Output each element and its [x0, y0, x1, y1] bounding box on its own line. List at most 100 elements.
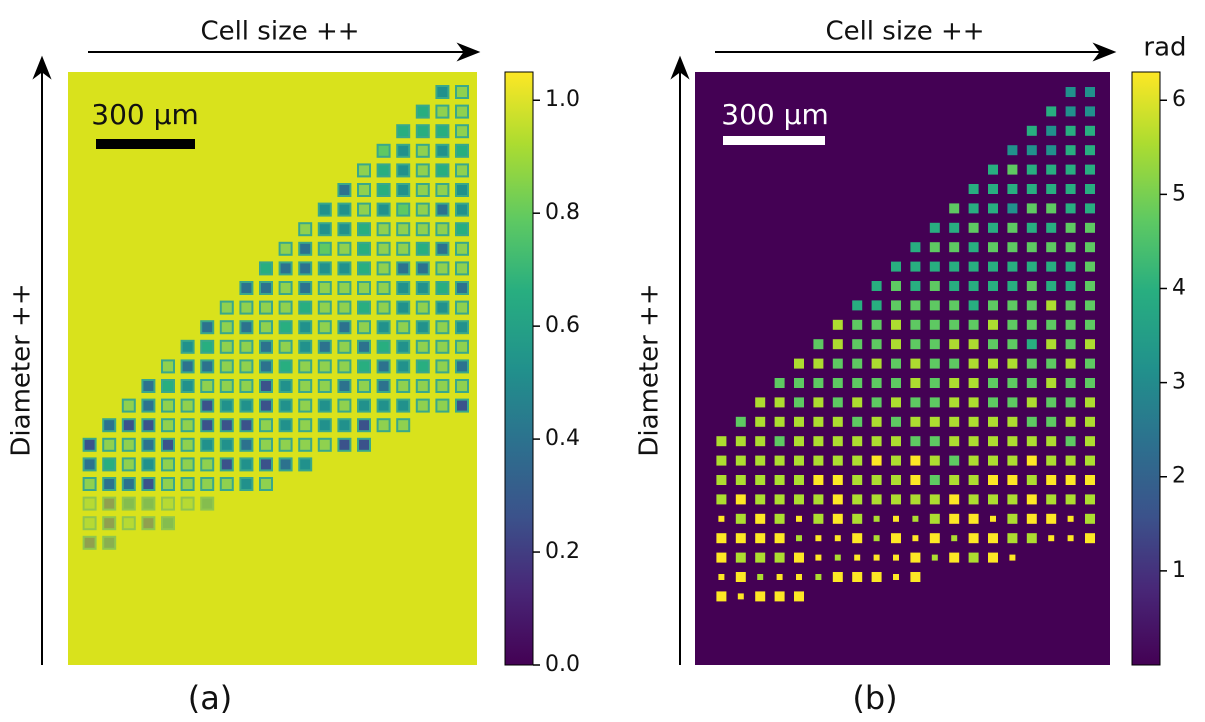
cell	[357, 320, 371, 335]
cell	[1085, 455, 1095, 466]
cell	[102, 457, 117, 472]
cell	[435, 183, 450, 197]
cell	[1007, 281, 1018, 291]
cell	[415, 104, 430, 119]
cell	[871, 378, 882, 388]
cell	[737, 593, 744, 600]
cell	[796, 574, 802, 580]
cell	[396, 339, 411, 354]
cell	[815, 535, 822, 542]
cell	[161, 379, 175, 393]
cell	[813, 494, 824, 505]
cell	[337, 261, 352, 276]
cell	[832, 436, 843, 447]
cell	[396, 320, 411, 335]
cell	[121, 457, 136, 472]
cell	[1026, 222, 1037, 233]
cell	[988, 455, 998, 466]
colorbar-tick-label: 2	[1172, 464, 1186, 489]
cell	[455, 163, 469, 178]
cell	[1046, 378, 1057, 388]
cell	[929, 533, 940, 544]
cell	[1065, 494, 1076, 505]
cell	[968, 242, 979, 253]
cell	[968, 494, 979, 505]
cell	[298, 359, 313, 374]
cell	[415, 300, 430, 315]
cell	[949, 494, 960, 505]
cell	[832, 455, 843, 466]
cell	[298, 457, 313, 472]
cell	[121, 496, 136, 511]
cell	[337, 183, 352, 197]
scale-bar	[723, 136, 825, 145]
cell	[180, 359, 195, 374]
cell	[716, 552, 727, 563]
cell	[718, 515, 725, 522]
cell	[891, 300, 901, 311]
cell	[376, 418, 391, 433]
cell	[988, 203, 998, 214]
cell	[990, 515, 996, 522]
cell	[259, 339, 273, 354]
cell	[1026, 261, 1037, 272]
scale-bar-label: 300 μm	[91, 98, 198, 131]
cell	[1046, 106, 1057, 117]
cell	[219, 418, 234, 433]
cell	[832, 475, 843, 485]
cell	[1026, 319, 1037, 330]
cell	[1085, 184, 1095, 194]
cell	[968, 436, 979, 447]
cell	[871, 455, 882, 466]
cell	[893, 574, 899, 580]
cell	[1007, 184, 1018, 194]
cell	[929, 513, 940, 524]
cell	[929, 455, 940, 466]
cell	[796, 535, 802, 542]
cell	[1085, 358, 1095, 369]
cell	[278, 418, 293, 433]
cell-grid	[82, 85, 469, 550]
cell	[774, 436, 785, 447]
cell	[988, 552, 998, 563]
cell	[1026, 300, 1037, 311]
cell	[774, 533, 785, 544]
cell	[357, 202, 371, 217]
cell	[1007, 164, 1018, 175]
cell	[774, 397, 785, 408]
cell	[891, 397, 901, 408]
cell	[161, 437, 175, 452]
colorbar-tick-label: 6	[1172, 87, 1186, 112]
cell	[910, 416, 921, 427]
cell	[298, 222, 313, 237]
cell	[121, 418, 136, 433]
cell	[852, 436, 863, 447]
cell	[278, 320, 293, 335]
cell	[376, 398, 391, 413]
cell	[376, 281, 391, 295]
cell	[1007, 475, 1018, 485]
colorbar-tick-label: 0.4	[545, 426, 580, 451]
cell	[161, 516, 175, 531]
cell	[949, 222, 960, 233]
cell	[1065, 397, 1076, 408]
cell	[219, 437, 234, 452]
cell	[357, 359, 371, 374]
cell	[455, 261, 469, 276]
cell	[337, 202, 352, 217]
cell	[200, 379, 215, 393]
cell	[1026, 436, 1037, 447]
cell	[988, 164, 998, 175]
cell	[1065, 106, 1076, 117]
cell	[1026, 242, 1037, 253]
cell	[832, 378, 843, 388]
cell	[259, 359, 273, 374]
cell	[376, 359, 391, 374]
panel-label: (a)	[188, 679, 233, 717]
cell	[239, 359, 254, 374]
cell	[180, 477, 195, 491]
cell	[774, 455, 785, 466]
cell	[834, 535, 841, 542]
cell	[455, 379, 469, 393]
cell	[455, 183, 469, 197]
